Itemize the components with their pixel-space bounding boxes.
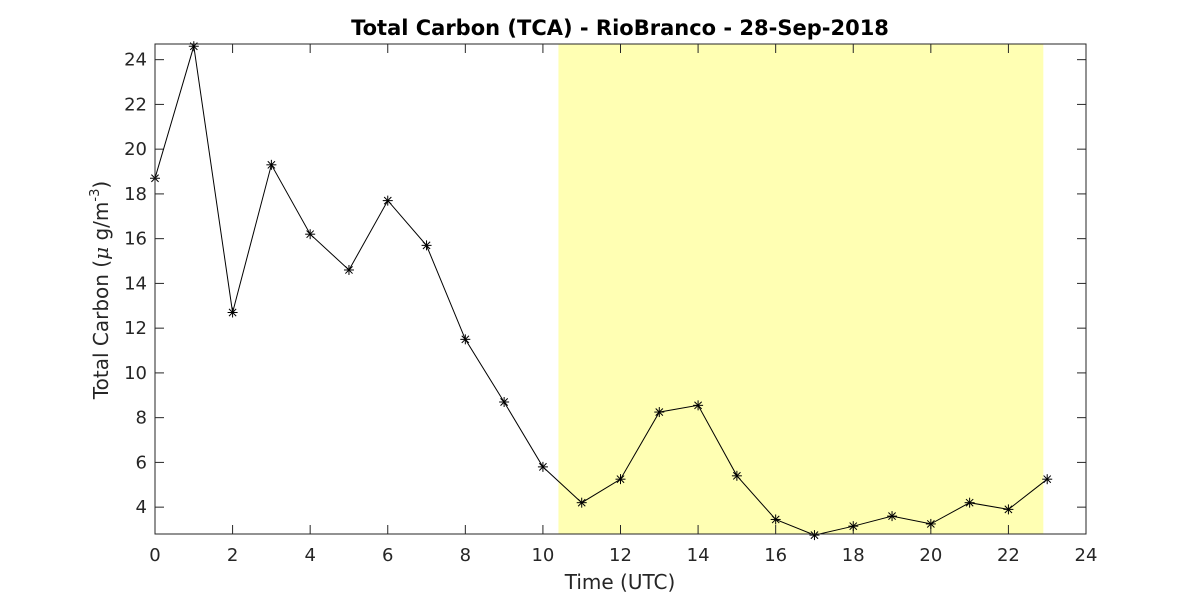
data-point xyxy=(925,518,936,529)
x-tick-label: 2 xyxy=(227,545,238,566)
data-point xyxy=(964,497,975,508)
data-point xyxy=(615,474,626,485)
y-tick-label: 10 xyxy=(124,363,147,384)
data-point xyxy=(499,396,510,407)
data-point xyxy=(770,514,781,525)
x-tick-label: 0 xyxy=(149,545,160,566)
series-markers xyxy=(150,41,1053,541)
y-tick-label: 22 xyxy=(124,94,147,115)
y-tick-label: 6 xyxy=(136,452,147,473)
y-axis-label-suffix: ) xyxy=(89,181,113,189)
data-point xyxy=(848,521,859,532)
data-point xyxy=(1042,474,1053,485)
y-axis-label-unit: g/m xyxy=(89,202,113,247)
data-point xyxy=(693,400,704,411)
y-axis-label-prefix: Total Carbon ( xyxy=(89,260,113,400)
data-point xyxy=(809,530,820,541)
data-point xyxy=(227,307,238,318)
x-tick-label: 4 xyxy=(304,545,315,566)
x-tick-label: 6 xyxy=(382,545,393,566)
data-point xyxy=(1003,504,1014,515)
data-point xyxy=(343,264,354,275)
data-point xyxy=(576,497,587,508)
x-tick-label: 12 xyxy=(609,545,632,566)
y-tick-label: 20 xyxy=(124,139,147,160)
data-point xyxy=(382,195,393,206)
y-tick-label: 4 xyxy=(136,497,147,518)
y-tick-label: 16 xyxy=(124,229,147,250)
y-axis-label-exponent: -3 xyxy=(88,189,103,202)
plot-frame xyxy=(154,43,1087,535)
x-tick-label: 14 xyxy=(687,545,710,566)
x-tick-label: 8 xyxy=(460,545,471,566)
y-axis-label-mu: μ xyxy=(89,247,113,260)
y-tick-label: 8 xyxy=(136,408,147,429)
y-tick-label: 18 xyxy=(124,184,147,205)
data-point xyxy=(266,159,277,170)
data-point xyxy=(654,407,665,418)
data-point xyxy=(731,470,742,481)
x-tick-label: 10 xyxy=(531,545,554,566)
highlight-region xyxy=(558,44,1044,534)
x-tick-label: 24 xyxy=(1075,545,1098,566)
y-axis-label: Total Carbon (μ g/m-3) xyxy=(88,181,113,400)
data-point xyxy=(887,511,898,522)
y-tick-label: 24 xyxy=(124,50,147,71)
y-tick-label: 12 xyxy=(124,318,147,339)
x-tick-label: 22 xyxy=(997,545,1020,566)
data-point xyxy=(421,240,432,251)
x-tick-label: 16 xyxy=(764,545,787,566)
x-tick-label: 20 xyxy=(919,545,942,566)
axis-ticks xyxy=(154,44,1087,534)
series-line xyxy=(154,46,1048,536)
chart-title: Total Carbon (TCA) - RioBranco - 28-Sep-… xyxy=(351,16,889,40)
data-point xyxy=(305,229,316,240)
data-point xyxy=(460,334,471,345)
x-tick-label: 18 xyxy=(842,545,865,566)
y-tick-label: 14 xyxy=(124,273,147,294)
data-point xyxy=(188,41,199,52)
data-point xyxy=(537,461,548,472)
x-axis-label: Time (UTC) xyxy=(564,570,676,594)
